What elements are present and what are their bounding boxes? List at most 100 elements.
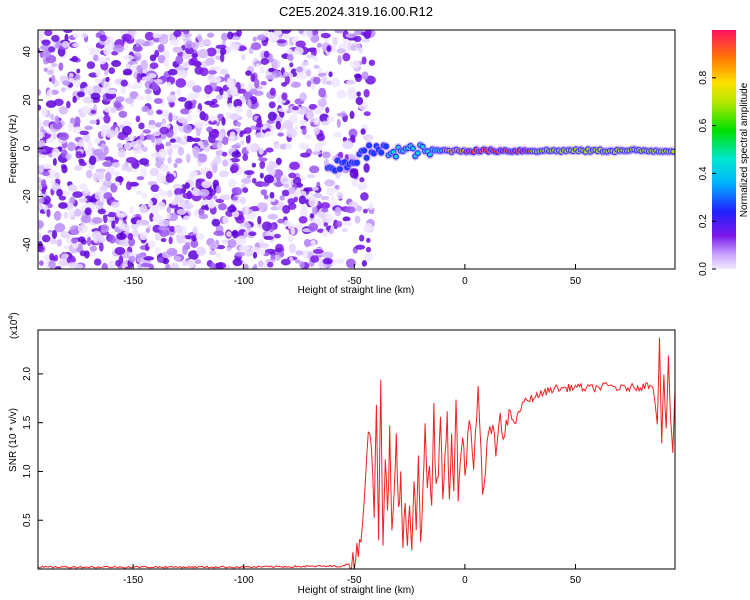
noise-blob [175,78,187,88]
noise-blob [71,237,78,244]
noise-blob [38,89,41,96]
noise-blob [334,184,340,190]
noise-blob [173,162,178,168]
noise-blob [165,173,175,183]
noise-blob [157,257,164,264]
noise-blob [191,41,200,50]
noise-blob [105,92,117,100]
noise-blob [328,71,333,78]
noise-blob [259,172,264,179]
noise-blob [58,260,69,267]
noise-blob [229,113,240,121]
noise-blob [250,73,256,83]
noise-blob [209,262,217,269]
noise-blob [298,216,308,224]
noise-blob [185,40,193,49]
noise-blob [199,67,209,77]
noise-blob [234,105,243,113]
noise-blob [295,223,303,232]
noise-blob [353,35,362,43]
noise-blob [117,148,126,158]
snr-y-tick-label: 0.5 [22,513,33,527]
noise-blob [95,119,100,126]
noise-blob [252,251,258,259]
noise-blob [89,119,98,125]
noise-blob [168,112,173,123]
snr-x-tick-label: -50 [347,575,362,586]
noise-blob [368,209,375,215]
noise-blob [355,96,364,106]
noise-blob [316,42,322,48]
signal-core [427,152,432,157]
noise-blob [113,44,125,53]
noise-blob [363,111,371,117]
noise-blob [321,207,329,213]
noise-blob [141,105,149,113]
noise-blob [255,122,264,128]
noise-blob [165,263,171,269]
noise-blob [243,230,250,238]
noise-blob [231,229,239,239]
noise-blob [219,194,231,201]
spectrogram-y-tick-label: 40 [22,46,33,58]
noise-blob [229,164,239,174]
noise-blob [53,254,59,262]
noise-blob [58,105,69,115]
noise-blob [144,88,152,95]
noise-blob [175,157,183,164]
noise-blob [232,196,238,201]
noise-blob [135,190,143,196]
noise-blob [360,192,369,201]
noise-blob [265,258,276,264]
noise-blob [326,116,335,123]
noise-blob [336,112,348,117]
noise-blob [85,169,93,179]
noise-blob [47,69,54,75]
noise-blob [287,234,294,243]
noise-blob [66,255,76,265]
noise-blob [286,128,297,139]
noise-blob [215,150,225,157]
noise-blob [216,244,226,250]
noise-blob [94,78,103,85]
noise-blob [168,236,173,245]
noise-blob [51,148,61,158]
noise-blob [113,170,121,177]
noise-blob [251,162,257,168]
noise-blob [310,255,320,263]
noise-blob [215,198,225,204]
spectrogram-y-ticks: -40 -20 0 20 40 [22,46,43,252]
noise-blob [103,145,109,155]
noise-blob [364,30,372,37]
noise-blob [311,186,319,191]
noise-blob [275,243,284,252]
noise-blob [218,170,230,178]
noise-blob [192,226,198,235]
noise-blob [103,156,114,161]
noise-blob [72,43,81,48]
noise-blob [152,32,158,39]
noise-blob [89,245,97,252]
snr-x-ticks: -150 -100 -50 0 50 [123,564,581,586]
snr-x-tick-label: 0 [462,575,468,586]
spectrogram-panel: -150 -100 -50 0 50 -40 -20 0 20 40 Height of str… [8,29,676,296]
noise-blob [116,232,127,240]
noise-blob [58,62,64,71]
noise-blob [231,35,241,41]
noise-blob [41,171,50,177]
noise-blob [151,83,160,92]
noise-blob [110,201,120,208]
noise-blob [361,56,367,65]
noise-blob [132,144,142,155]
noise-blob [153,78,163,84]
noise-blob [363,163,370,173]
noise-blob [241,54,246,61]
noise-blob [60,231,71,239]
noise-blob [273,30,283,36]
noise-blob [132,229,139,238]
noise-blob [147,199,153,208]
spectrogram-y-tick-label: -20 [22,189,33,204]
noise-blob [172,46,183,53]
noise-blob [231,151,242,159]
